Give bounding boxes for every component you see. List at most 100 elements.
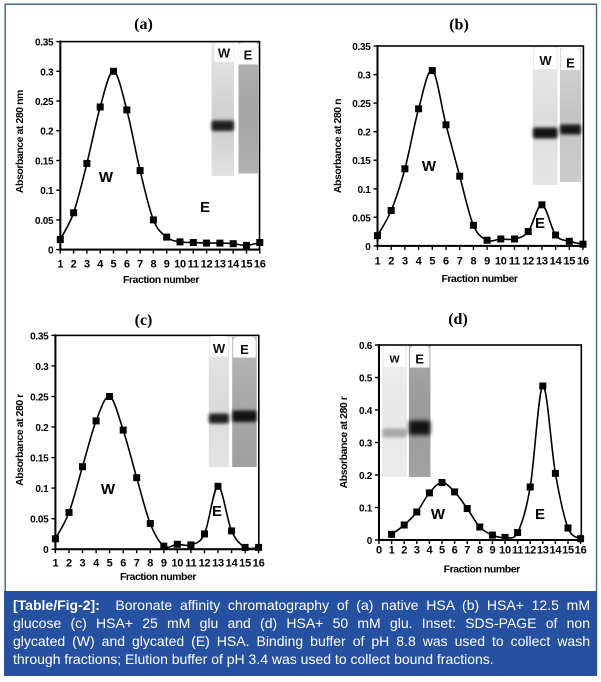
svg-text:12: 12: [201, 259, 213, 271]
svg-text:0.15: 0.15: [30, 454, 49, 465]
svg-text:14: 14: [550, 255, 563, 267]
svg-text:Absorbance at 280 r: Absorbance at 280 r: [338, 396, 350, 488]
svg-text:E: E: [240, 342, 249, 357]
svg-text:(c): (c): [135, 312, 153, 329]
svg-text:0.35: 0.35: [352, 42, 371, 53]
svg-text:7: 7: [134, 558, 140, 570]
svg-text:0.2: 0.2: [359, 471, 373, 482]
svg-text:0.3: 0.3: [359, 439, 373, 450]
svg-text:11: 11: [188, 259, 199, 271]
svg-text:(b): (b): [449, 17, 469, 34]
svg-text:E: E: [200, 199, 210, 216]
svg-text:0: 0: [376, 545, 382, 557]
svg-text:(a): (a): [134, 16, 153, 33]
svg-text:15: 15: [563, 255, 575, 267]
svg-text:14: 14: [227, 259, 240, 271]
svg-text:14: 14: [549, 545, 562, 557]
svg-text:0.3: 0.3: [40, 67, 54, 78]
svg-text:1: 1: [375, 255, 381, 267]
svg-text:10: 10: [495, 255, 507, 267]
svg-text:16: 16: [254, 259, 266, 271]
svg-text:0.15: 0.15: [35, 157, 54, 168]
svg-text:16: 16: [253, 558, 265, 570]
svg-text:4: 4: [426, 545, 433, 557]
svg-text:0.05: 0.05: [30, 515, 49, 526]
svg-text:9: 9: [164, 259, 170, 271]
svg-text:9: 9: [484, 255, 490, 267]
svg-text:w: w: [388, 351, 400, 366]
svg-text:6: 6: [452, 545, 458, 557]
svg-text:4: 4: [97, 259, 104, 271]
svg-text:(d): (d): [448, 311, 468, 328]
svg-text:9: 9: [489, 545, 495, 557]
svg-text:8: 8: [477, 545, 483, 557]
svg-text:3: 3: [80, 558, 86, 570]
svg-text:0: 0: [365, 242, 371, 253]
svg-text:0.05: 0.05: [35, 216, 54, 227]
svg-text:5: 5: [439, 545, 445, 557]
svg-text:Fraction number: Fraction number: [441, 273, 517, 285]
svg-text:0.05: 0.05: [352, 213, 371, 224]
svg-text:W: W: [431, 506, 446, 523]
svg-text:7: 7: [457, 255, 463, 267]
svg-text:11: 11: [185, 558, 196, 570]
svg-text:0.25: 0.25: [35, 97, 54, 108]
svg-text:3: 3: [84, 259, 90, 271]
svg-text:W: W: [218, 46, 231, 61]
svg-text:W: W: [539, 53, 552, 68]
svg-text:13: 13: [536, 255, 548, 267]
svg-text:Fraction number: Fraction number: [444, 564, 520, 576]
svg-text:8: 8: [470, 255, 476, 267]
svg-text:9: 9: [161, 558, 167, 570]
svg-text:6: 6: [124, 259, 130, 271]
svg-text:0.3: 0.3: [35, 362, 49, 373]
svg-text:7: 7: [464, 545, 470, 557]
svg-text:E: E: [566, 56, 575, 71]
svg-text:0: 0: [43, 545, 49, 556]
svg-text:E: E: [244, 48, 253, 63]
svg-text:0.1: 0.1: [359, 504, 373, 515]
svg-text:6: 6: [443, 255, 449, 267]
svg-text:W: W: [101, 481, 116, 498]
svg-text:0.35: 0.35: [30, 331, 49, 342]
svg-text:0.5: 0.5: [359, 374, 373, 385]
svg-text:2: 2: [66, 558, 72, 570]
svg-text:0.35: 0.35: [35, 38, 54, 49]
svg-text:Fraction number: Fraction number: [120, 571, 196, 583]
svg-text:Fraction number: Fraction number: [123, 274, 199, 286]
svg-text:11: 11: [512, 545, 523, 557]
svg-text:12: 12: [522, 255, 534, 267]
svg-text:E: E: [535, 506, 545, 523]
svg-text:12: 12: [199, 558, 211, 570]
svg-text:0.2: 0.2: [35, 423, 49, 434]
svg-text:4: 4: [93, 558, 100, 570]
svg-text:Absorbance at 280 nm: Absorbance at 280 nm: [14, 90, 26, 193]
svg-text:0.25: 0.25: [352, 99, 371, 110]
svg-text:5: 5: [107, 558, 113, 570]
svg-text:2: 2: [388, 255, 394, 267]
svg-text:0.25: 0.25: [30, 393, 49, 404]
svg-text:Absorbance at 280 r: Absorbance at 280 r: [14, 394, 26, 486]
svg-text:13: 13: [214, 259, 226, 271]
svg-text:0.1: 0.1: [357, 185, 371, 196]
svg-text:10: 10: [171, 558, 183, 570]
svg-text:5: 5: [429, 255, 435, 267]
svg-text:1: 1: [389, 545, 395, 557]
svg-text:3: 3: [402, 255, 408, 267]
svg-text:0.2: 0.2: [40, 127, 54, 138]
svg-text:1: 1: [57, 259, 63, 271]
svg-text:8: 8: [147, 558, 153, 570]
svg-text:E: E: [212, 503, 222, 520]
svg-text:10: 10: [174, 259, 186, 271]
svg-text:15: 15: [241, 259, 253, 271]
svg-text:E: E: [535, 215, 545, 232]
svg-text:0.1: 0.1: [40, 186, 54, 197]
svg-text:14: 14: [226, 558, 239, 570]
svg-text:10: 10: [499, 545, 511, 557]
svg-text:0.6: 0.6: [359, 341, 373, 352]
svg-text:13: 13: [212, 558, 224, 570]
svg-text:0.15: 0.15: [352, 156, 371, 167]
svg-text:13: 13: [537, 545, 549, 557]
svg-text:0.2: 0.2: [357, 128, 371, 139]
svg-text:6: 6: [120, 558, 126, 570]
